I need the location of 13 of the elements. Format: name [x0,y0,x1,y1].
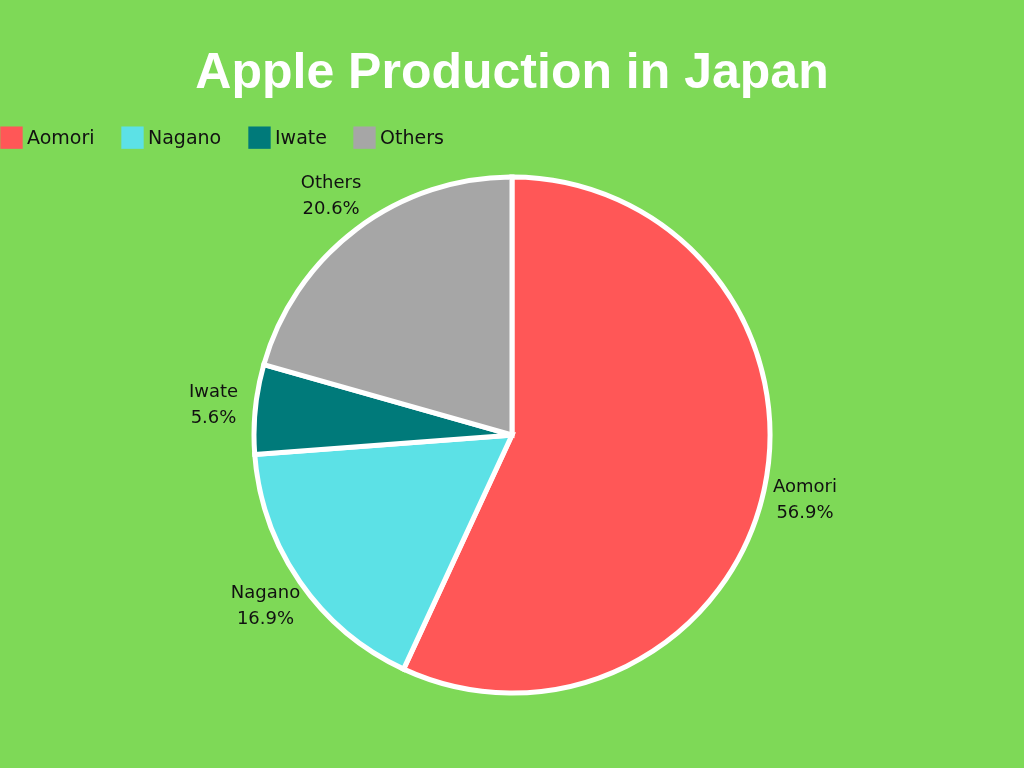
data-label: 16.9% [236,606,295,628]
data-label: 20.6% [302,196,360,218]
data-label: 56.9% [776,500,834,522]
legend-label: Nagano [148,125,222,148]
chart-title: Apple Production in Japan [195,43,829,99]
slice-label: Others [300,170,362,192]
slice-label: Iwate [188,379,239,401]
slice-label: Nagano [230,580,301,602]
data-label: 5.6% [190,405,237,427]
slice-label: Aomori [772,474,837,496]
legend-label: Aomori [27,125,95,148]
legend-label: Others [380,125,444,148]
legend-label: Iwate [275,125,327,148]
